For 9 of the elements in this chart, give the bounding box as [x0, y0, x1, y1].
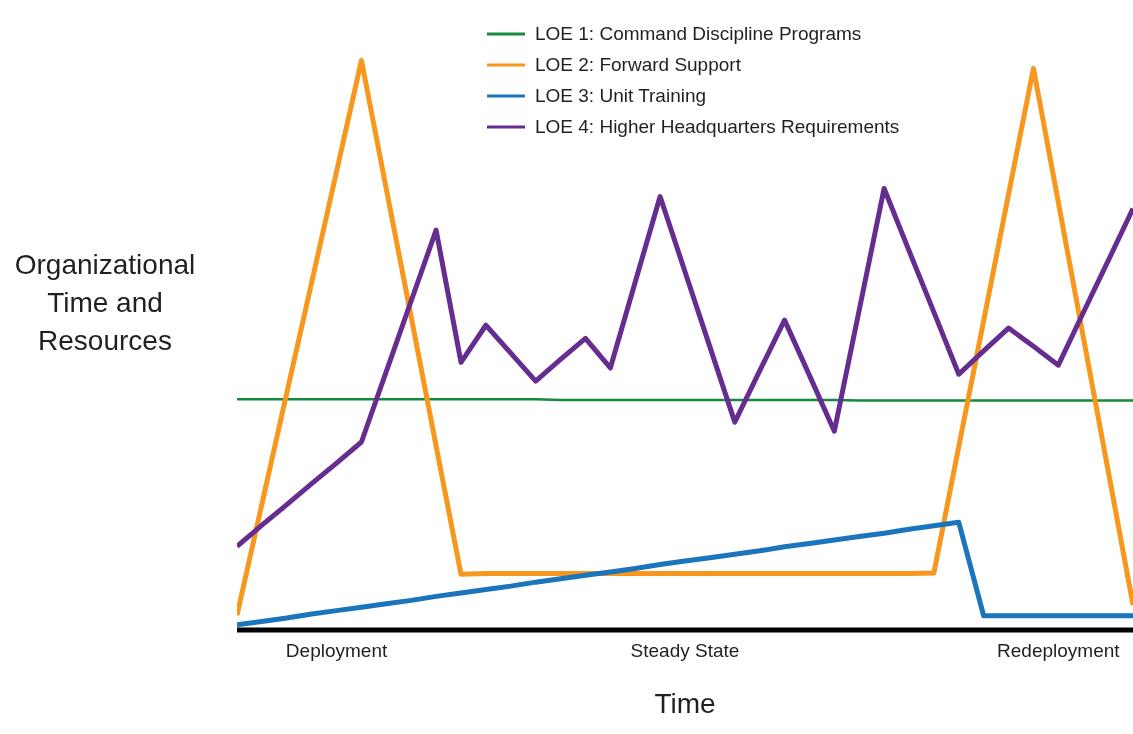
x-tick-label: Redeployment	[997, 640, 1121, 662]
legend-label: LOE 2: Forward Support	[535, 53, 741, 76]
legend-label: LOE 4: Higher Headquarters Requirements	[535, 115, 900, 138]
x-tick-label: Steady State	[630, 640, 740, 662]
legend-label: LOE 1: Command Discipline Programs	[535, 22, 862, 45]
x-axis-title: Time	[653, 688, 717, 720]
x-tick-label: Deployment	[285, 640, 388, 662]
y-axis-title: Organizational Time and Resources	[13, 248, 197, 358]
legend-label: LOE 3: Unit Training	[535, 84, 707, 107]
